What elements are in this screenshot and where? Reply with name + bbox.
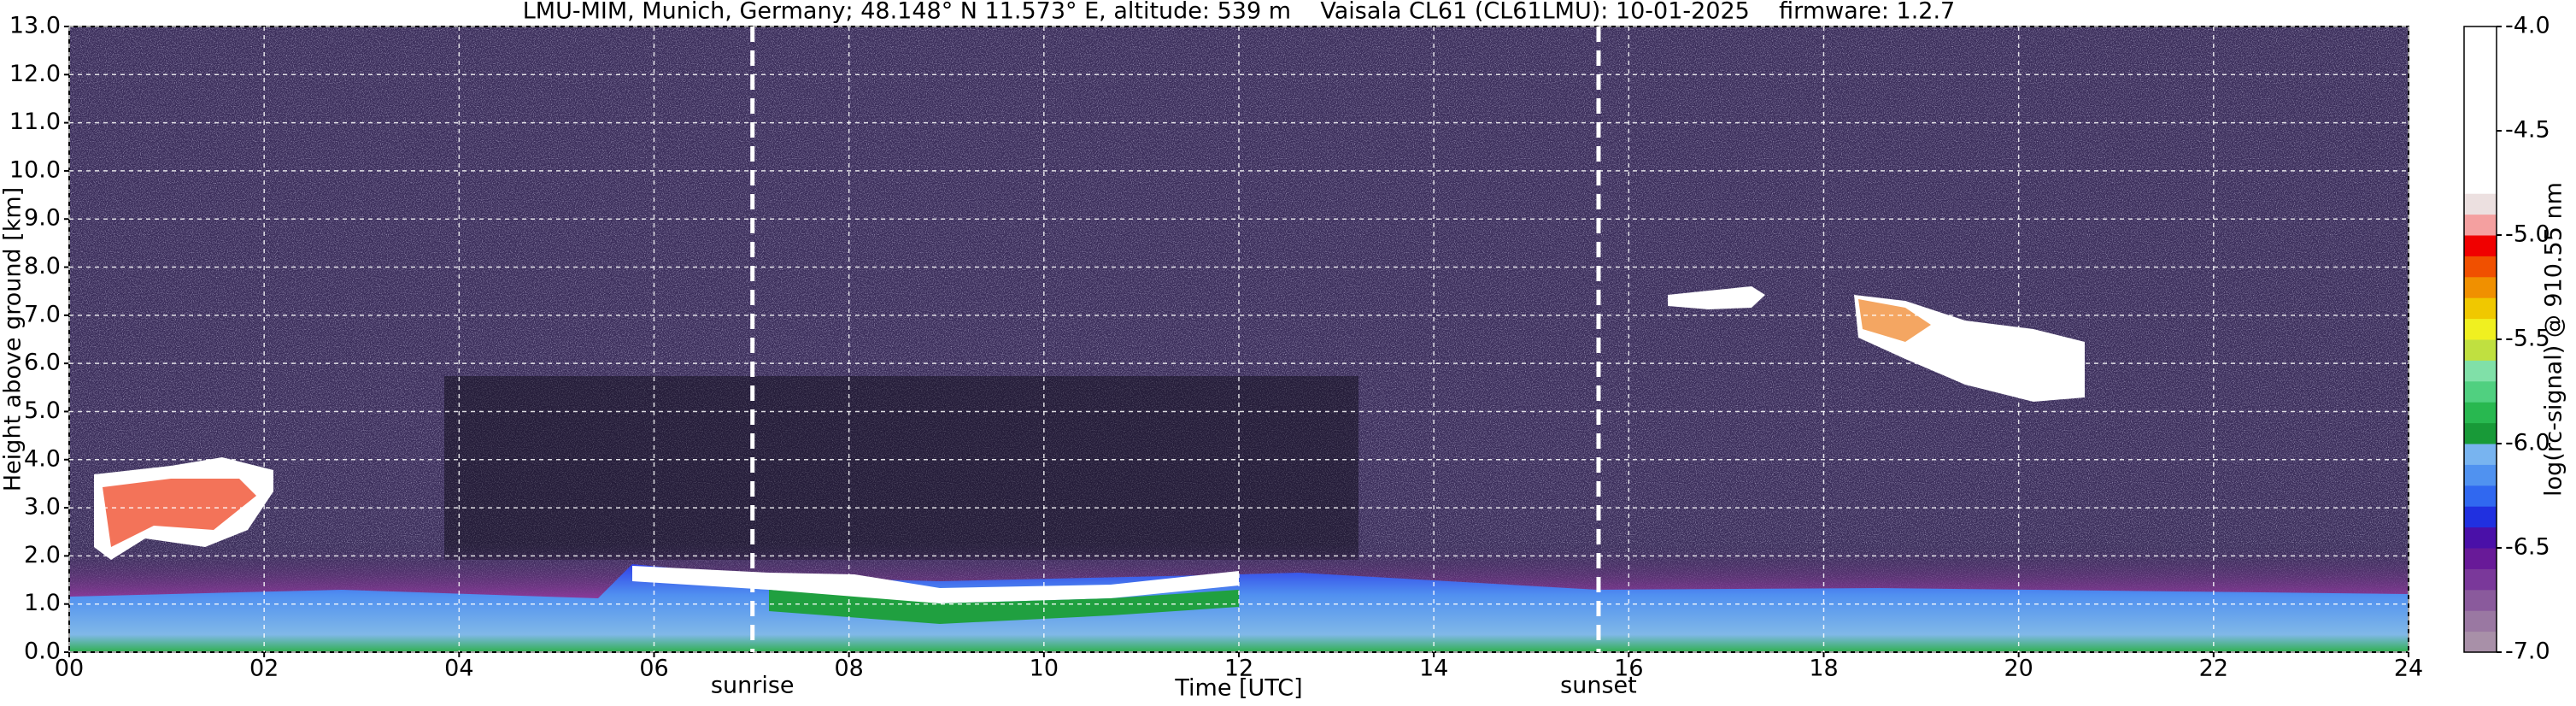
heatmap-layer-green: [769, 590, 1239, 624]
colorbar-cell: [2464, 297, 2497, 320]
colorbar-cell: [2464, 548, 2497, 569]
y-tick-label: 8.0: [24, 253, 61, 279]
colorbar-tick-label: -5.5: [2505, 326, 2550, 352]
y-tick-label: 12.0: [9, 61, 61, 87]
heatmap-shadow: [444, 376, 1358, 560]
colorbar-cell: [2464, 422, 2497, 444]
y-tick-label: 4.0: [24, 445, 61, 472]
colorbar-cell: [2464, 568, 2497, 591]
y-tick-label: 6.0: [24, 350, 61, 376]
annotation-label: sunrise: [711, 673, 795, 699]
colorbar-cell: [2464, 214, 2497, 236]
x-tick-label: 18: [1809, 656, 1838, 682]
x-axis-title: Time [UTC]: [1174, 675, 1302, 702]
y-tick-label: 9.0: [24, 205, 61, 232]
heatmap-cloud: [103, 479, 256, 547]
colorbar-tick-label: -4.5: [2505, 117, 2550, 144]
y-tick-label: 5.0: [24, 397, 61, 424]
colorbar-title: log(rc-signal) @ 910.55 nm: [2541, 182, 2567, 497]
x-tick-label: 22: [2199, 656, 2228, 682]
colorbar-cell: [2464, 589, 2497, 611]
colorbar-cell: [2464, 235, 2497, 256]
y-tick-label: 10.0: [9, 156, 61, 183]
colorbar-cell: [2464, 47, 2497, 69]
x-tick-label: 24: [2394, 656, 2423, 682]
colorbar-cell: [2464, 131, 2497, 152]
heatmap-cloud: [1858, 299, 1931, 342]
colorbar-tick-label: -4.0: [2505, 13, 2550, 39]
x-tick-label: 04: [444, 656, 473, 682]
x-tick-label: 08: [834, 656, 863, 682]
colorbar-cell: [2464, 193, 2497, 215]
colorbar-cell: [2464, 380, 2497, 403]
x-tick-label: 06: [639, 656, 668, 682]
annotation-label: sunset: [1560, 673, 1637, 699]
x-tick-label: 02: [249, 656, 279, 682]
colorbar-tick-label: -6.5: [2505, 534, 2550, 561]
y-tick-label: 11.0: [9, 109, 61, 135]
colorbar-tick-label: -6.0: [2505, 430, 2550, 456]
y-tick-label: 7.0: [24, 301, 61, 327]
heatmap-layer-top: [632, 566, 1239, 603]
chart-title: LMU-MIM, Munich, Germany; 48.148° N 11.5…: [523, 0, 1956, 25]
colorbar-cell: [2464, 527, 2497, 549]
colorbar-cell: [2464, 26, 2497, 48]
colorbar-cell: [2464, 68, 2497, 90]
y-tick-label: 13.0: [9, 13, 61, 39]
colorbar-cell: [2464, 151, 2497, 174]
colorbar-cell: [2464, 360, 2497, 382]
colorbar-cell: [2464, 172, 2497, 194]
colorbar-cell: [2464, 109, 2497, 132]
colorbar-cell: [2464, 485, 2497, 507]
colorbar-cell: [2464, 464, 2497, 486]
colorbar-cell: [2464, 610, 2497, 632]
colorbar-cell: [2464, 256, 2497, 278]
y-tick-label: 0.0: [24, 638, 61, 665]
colorbar-cell: [2464, 339, 2497, 361]
colorbar-cell: [2464, 631, 2497, 653]
x-tick-label: 00: [55, 656, 84, 682]
y-tick-label: 1.0: [24, 590, 61, 616]
y-tick-label: 3.0: [24, 494, 61, 521]
y-axis-title: Height above ground [km]: [0, 187, 26, 491]
x-tick-label: 14: [1419, 656, 1448, 682]
x-tick-label: 10: [1030, 656, 1059, 682]
colorbar-cell: [2464, 402, 2497, 424]
x-tick-label: 20: [2004, 656, 2033, 682]
colorbar-tick-label: -7.0: [2505, 638, 2550, 665]
heatmap-cloud: [1668, 286, 1765, 309]
y-tick-label: 2.0: [24, 542, 61, 568]
colorbar-cell: [2464, 506, 2497, 528]
colorbar-tick-label: -5.0: [2505, 221, 2550, 248]
x-tick-label: 16: [1614, 656, 1643, 682]
x-tick-label: 12: [1224, 656, 1253, 682]
colorbar-cell: [2464, 318, 2497, 340]
colorbar-cell: [2464, 89, 2497, 111]
colorbar-cell: [2464, 444, 2497, 465]
colorbar-cell: [2464, 276, 2497, 298]
